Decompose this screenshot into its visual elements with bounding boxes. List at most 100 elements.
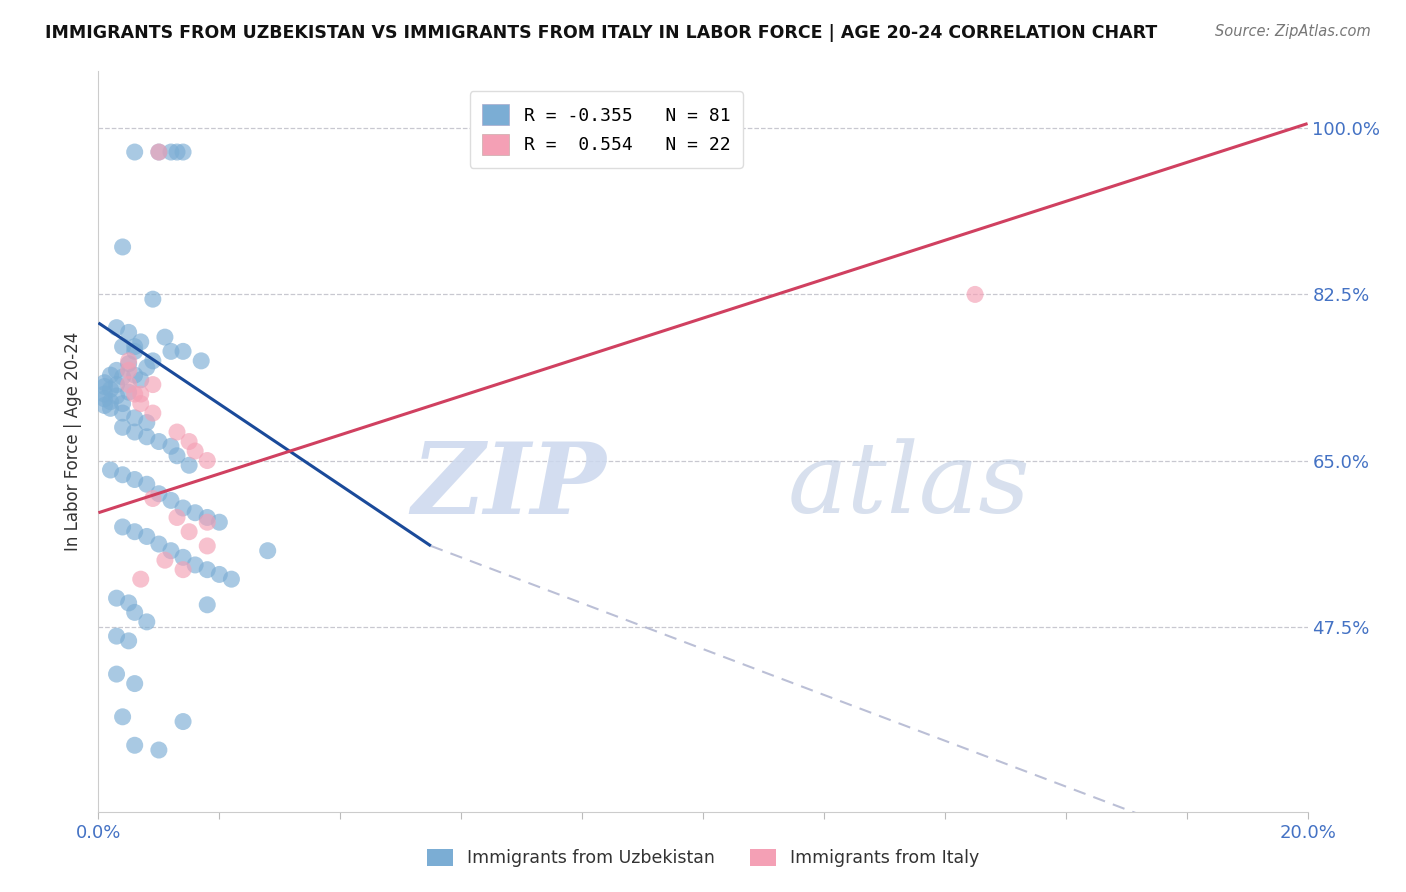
Point <box>129 572 152 586</box>
Point <box>135 416 157 430</box>
Point <box>142 377 165 392</box>
Point <box>129 334 152 349</box>
Point <box>195 453 218 467</box>
Point <box>100 463 122 477</box>
Point <box>172 500 194 515</box>
Point <box>118 363 141 377</box>
Point <box>135 477 157 491</box>
Point <box>153 553 176 567</box>
Point <box>172 714 194 729</box>
Point <box>135 360 157 375</box>
Point <box>160 344 183 359</box>
Point <box>195 539 218 553</box>
Point <box>105 591 128 606</box>
Point <box>179 524 201 539</box>
Point <box>93 399 115 413</box>
Point <box>111 406 134 420</box>
Point <box>100 368 122 383</box>
Point <box>93 392 115 406</box>
Point <box>118 377 141 392</box>
Point <box>124 739 146 753</box>
Point <box>100 394 122 409</box>
Point <box>118 326 141 340</box>
Point <box>124 340 146 354</box>
Point <box>965 287 987 301</box>
Point <box>111 467 134 482</box>
Point <box>166 510 188 524</box>
Point <box>148 434 170 449</box>
Point <box>195 563 218 577</box>
Point <box>111 340 134 354</box>
Point <box>142 354 165 368</box>
Point <box>124 473 146 487</box>
Point <box>124 676 146 690</box>
Point <box>166 425 188 439</box>
Point <box>105 320 128 334</box>
Point <box>148 743 170 757</box>
Point <box>208 515 231 529</box>
Point <box>124 606 146 620</box>
Point <box>160 493 183 508</box>
Point <box>129 387 152 401</box>
Point <box>172 145 194 159</box>
Point <box>111 396 134 410</box>
Point <box>111 370 134 384</box>
Point <box>221 572 243 586</box>
Point <box>111 240 134 254</box>
Point <box>118 357 141 371</box>
Y-axis label: In Labor Force | Age 20-24: In Labor Force | Age 20-24 <box>65 332 83 551</box>
Point <box>142 491 165 506</box>
Text: IMMIGRANTS FROM UZBEKISTAN VS IMMIGRANTS FROM ITALY IN LABOR FORCE | AGE 20-24 C: IMMIGRANTS FROM UZBEKISTAN VS IMMIGRANTS… <box>45 24 1157 42</box>
Point <box>148 145 170 159</box>
Point <box>179 458 201 473</box>
Point <box>118 596 141 610</box>
Point <box>124 425 146 439</box>
Point <box>105 389 128 403</box>
Point <box>166 145 188 159</box>
Point <box>256 543 278 558</box>
Point <box>124 410 146 425</box>
Legend: R = -0.355   N = 81, R =  0.554   N = 22: R = -0.355 N = 81, R = 0.554 N = 22 <box>470 92 742 168</box>
Point <box>135 529 157 543</box>
Point <box>195 598 218 612</box>
Point <box>148 145 170 159</box>
Point <box>148 487 170 501</box>
Point <box>160 543 183 558</box>
Point <box>93 379 115 393</box>
Text: ZIP: ZIP <box>412 438 606 534</box>
Point <box>160 439 183 453</box>
Point <box>93 376 115 390</box>
Point <box>129 373 152 387</box>
Point <box>105 629 128 643</box>
Point <box>124 145 146 159</box>
Text: Source: ZipAtlas.com: Source: ZipAtlas.com <box>1215 24 1371 39</box>
Point <box>129 396 152 410</box>
Point <box>124 344 146 359</box>
Point <box>179 434 201 449</box>
Point <box>195 510 218 524</box>
Point <box>105 667 128 681</box>
Point <box>111 710 134 724</box>
Point <box>184 558 207 572</box>
Point <box>172 550 194 565</box>
Point <box>153 330 176 344</box>
Legend: Immigrants from Uzbekistan, Immigrants from Italy: Immigrants from Uzbekistan, Immigrants f… <box>420 842 986 874</box>
Point <box>124 524 146 539</box>
Point <box>118 354 141 368</box>
Text: atlas: atlas <box>787 438 1031 533</box>
Point <box>184 444 207 458</box>
Point <box>195 515 218 529</box>
Point <box>124 387 146 401</box>
Point <box>148 537 170 551</box>
Point <box>105 363 128 377</box>
Point <box>172 344 194 359</box>
Point <box>118 385 141 400</box>
Point <box>124 368 146 383</box>
Point <box>184 506 207 520</box>
Point <box>111 420 134 434</box>
Point <box>142 406 165 420</box>
Point <box>172 563 194 577</box>
Point <box>111 520 134 534</box>
Point <box>93 387 115 401</box>
Point <box>135 430 157 444</box>
